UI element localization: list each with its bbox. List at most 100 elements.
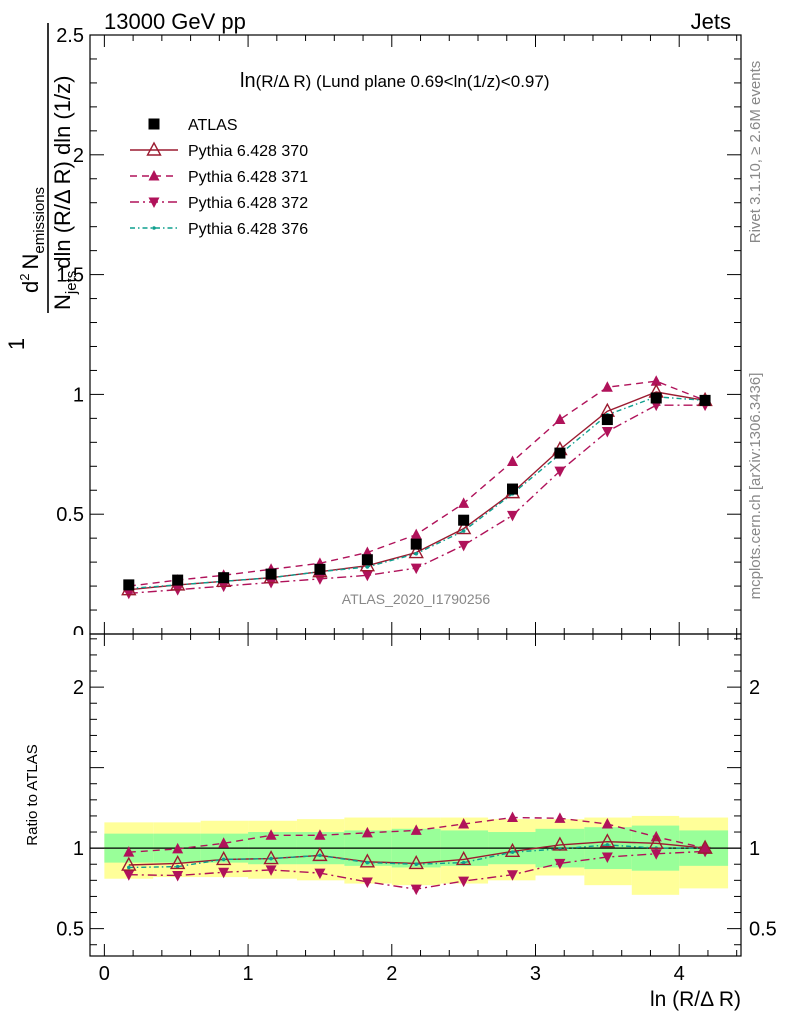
main-point-atlas bbox=[218, 572, 230, 584]
ratio-point-py370 bbox=[599, 833, 616, 848]
main-ylabel: 1 d2 Nemissions Njets dln (R/Δ R) dln (1/z… bbox=[4, 23, 80, 350]
ratio-point-py372 bbox=[123, 870, 135, 881]
main-ylabel-d2: d bbox=[18, 281, 43, 293]
header-right-label: Jets bbox=[691, 9, 731, 34]
ratio-point-py370 bbox=[312, 846, 328, 862]
main-ylabel-emissions: emissions bbox=[31, 187, 48, 254]
ratio-point-py371 bbox=[218, 837, 230, 848]
main-ylabel-denominator-rest: dln (R/Δ R) dln (1/z) bbox=[50, 76, 75, 269]
ratio-point-py371 bbox=[265, 829, 277, 840]
ratio-point-py376 bbox=[318, 853, 322, 858]
ratio-point-py372 bbox=[410, 884, 422, 896]
y-tick-label: 1 bbox=[73, 384, 84, 406]
ratio-point-py376 bbox=[510, 850, 515, 854]
main-point-py371 bbox=[507, 455, 519, 466]
y-tick-label-zero: 0 bbox=[73, 623, 84, 645]
ratio-point-py376 bbox=[461, 860, 466, 865]
ratio-point-py372 bbox=[650, 849, 662, 860]
ratio-point-py371 bbox=[361, 826, 373, 838]
zero-label-mask bbox=[60, 635, 89, 647]
ratio-point-py376 bbox=[175, 864, 180, 869]
ratio-y-tick-label-right: 1 bbox=[749, 838, 760, 860]
main-point-py371 bbox=[458, 497, 470, 508]
ratio-point-py371 bbox=[123, 846, 135, 857]
legend-label-py371: Pythia 6.428 371 bbox=[188, 169, 308, 186]
main-point-py370 bbox=[408, 544, 424, 559]
ratio-point-py376 bbox=[605, 843, 610, 847]
main-point-py372 bbox=[507, 510, 519, 522]
legend-label-atlas: ATLAS bbox=[188, 117, 238, 134]
x-tick-label: 3 bbox=[530, 963, 541, 985]
ratio-point-py371 bbox=[507, 811, 519, 823]
ratio-point-py372 bbox=[601, 852, 613, 863]
y-tick-label: 2.5 bbox=[56, 25, 84, 47]
main-point-atlas bbox=[507, 483, 519, 495]
main-point-py372 bbox=[314, 574, 326, 585]
main-ylabel-denominator: Njets dln (R/Δ R) dln (1/z) bbox=[50, 76, 80, 310]
legend-marker-py372 bbox=[148, 197, 160, 208]
main-point-atlas bbox=[650, 392, 662, 404]
ratio-point-py370 bbox=[697, 839, 713, 854]
main-point-atlas bbox=[554, 447, 566, 459]
main-point-py376 bbox=[365, 565, 370, 569]
y-tick-label: 0.5 bbox=[56, 504, 84, 526]
xlabel: ln (R/Δ R) bbox=[650, 988, 741, 1011]
ratio-point-py371 bbox=[410, 824, 422, 835]
main-point-py371 bbox=[554, 413, 566, 425]
main-point-py372 bbox=[458, 540, 470, 552]
ratio-frame bbox=[89, 633, 742, 957]
main-point-atlas bbox=[410, 538, 422, 550]
main-ylabel-N: N bbox=[18, 254, 43, 270]
main-title-prefix: ln bbox=[240, 70, 256, 92]
ratio-point-py370 bbox=[359, 853, 376, 868]
ratio-point-py372 bbox=[172, 871, 184, 882]
main-point-atlas bbox=[314, 563, 326, 575]
x-tick-label: 0 bbox=[99, 963, 110, 985]
main-point-py372 bbox=[410, 563, 422, 575]
ratio-point-py372 bbox=[314, 868, 326, 880]
legend-marker-atlas bbox=[148, 118, 160, 130]
main-point-py372 bbox=[361, 570, 373, 582]
main-ylabel-jets: jets bbox=[63, 271, 80, 295]
ratio-y-tick-label: 0.5 bbox=[56, 919, 84, 941]
ratio-point-py376 bbox=[127, 865, 131, 870]
ratio-point-py372 bbox=[218, 867, 230, 879]
ratio-point-py371 bbox=[554, 812, 566, 823]
main-point-atlas bbox=[601, 414, 613, 426]
series-lines bbox=[128, 380, 706, 890]
ratio-point-py376 bbox=[414, 862, 419, 867]
y-tick-label: 1.5 bbox=[56, 265, 84, 287]
main-point-atlas bbox=[172, 574, 184, 586]
series-markers bbox=[121, 375, 713, 896]
ratio-point-py370 bbox=[169, 854, 186, 870]
main-ylabel-N2: N bbox=[50, 294, 75, 310]
legend-marker-py371 bbox=[148, 170, 160, 181]
ratio-point-py370 bbox=[408, 854, 424, 870]
ratio-y-tick-label-right: 0.5 bbox=[749, 919, 777, 941]
main-point-atlas bbox=[699, 394, 711, 406]
x-tick-label: 2 bbox=[386, 963, 397, 985]
main-point-py372 bbox=[554, 466, 566, 478]
ratio-y-tick-label-right: 2 bbox=[749, 677, 760, 699]
ratio-point-py371 bbox=[458, 817, 470, 829]
analysis-watermark: ATLAS_2020_I1790256 bbox=[342, 591, 491, 607]
uncertainty-bands bbox=[90, 815, 741, 895]
legend-label-py370: Pythia 6.428 370 bbox=[188, 143, 308, 160]
main-title: ln(R/Δ R) (Lund plane 0.69<ln(1/z)<0.97) bbox=[240, 70, 549, 92]
main-point-py372 bbox=[601, 427, 613, 438]
ratio-y-tick-label: 1 bbox=[73, 838, 84, 860]
ratio-point-py372 bbox=[361, 877, 373, 888]
ratio-point-py370 bbox=[263, 850, 279, 865]
ratio-point-py376 bbox=[365, 860, 370, 865]
main-point-atlas bbox=[361, 554, 373, 566]
ratio-ylabel: Ratio to ATLAS bbox=[24, 744, 41, 845]
ratio-point-py370 bbox=[648, 834, 664, 849]
ratio-point-py371 bbox=[314, 829, 326, 840]
ratio-point-py370 bbox=[215, 850, 232, 866]
main-point-py370 bbox=[455, 520, 472, 535]
ratio-point-py371 bbox=[601, 817, 613, 829]
main-ylabel-numerator: d2 Nemissions bbox=[17, 187, 48, 293]
rivet-side-label: Rivet 3.1.10, ≥ 2.6M events bbox=[747, 61, 764, 244]
main-title-text: (R/Δ R) (Lund plane 0.69<ln(1/z)<0.97) bbox=[256, 72, 550, 91]
